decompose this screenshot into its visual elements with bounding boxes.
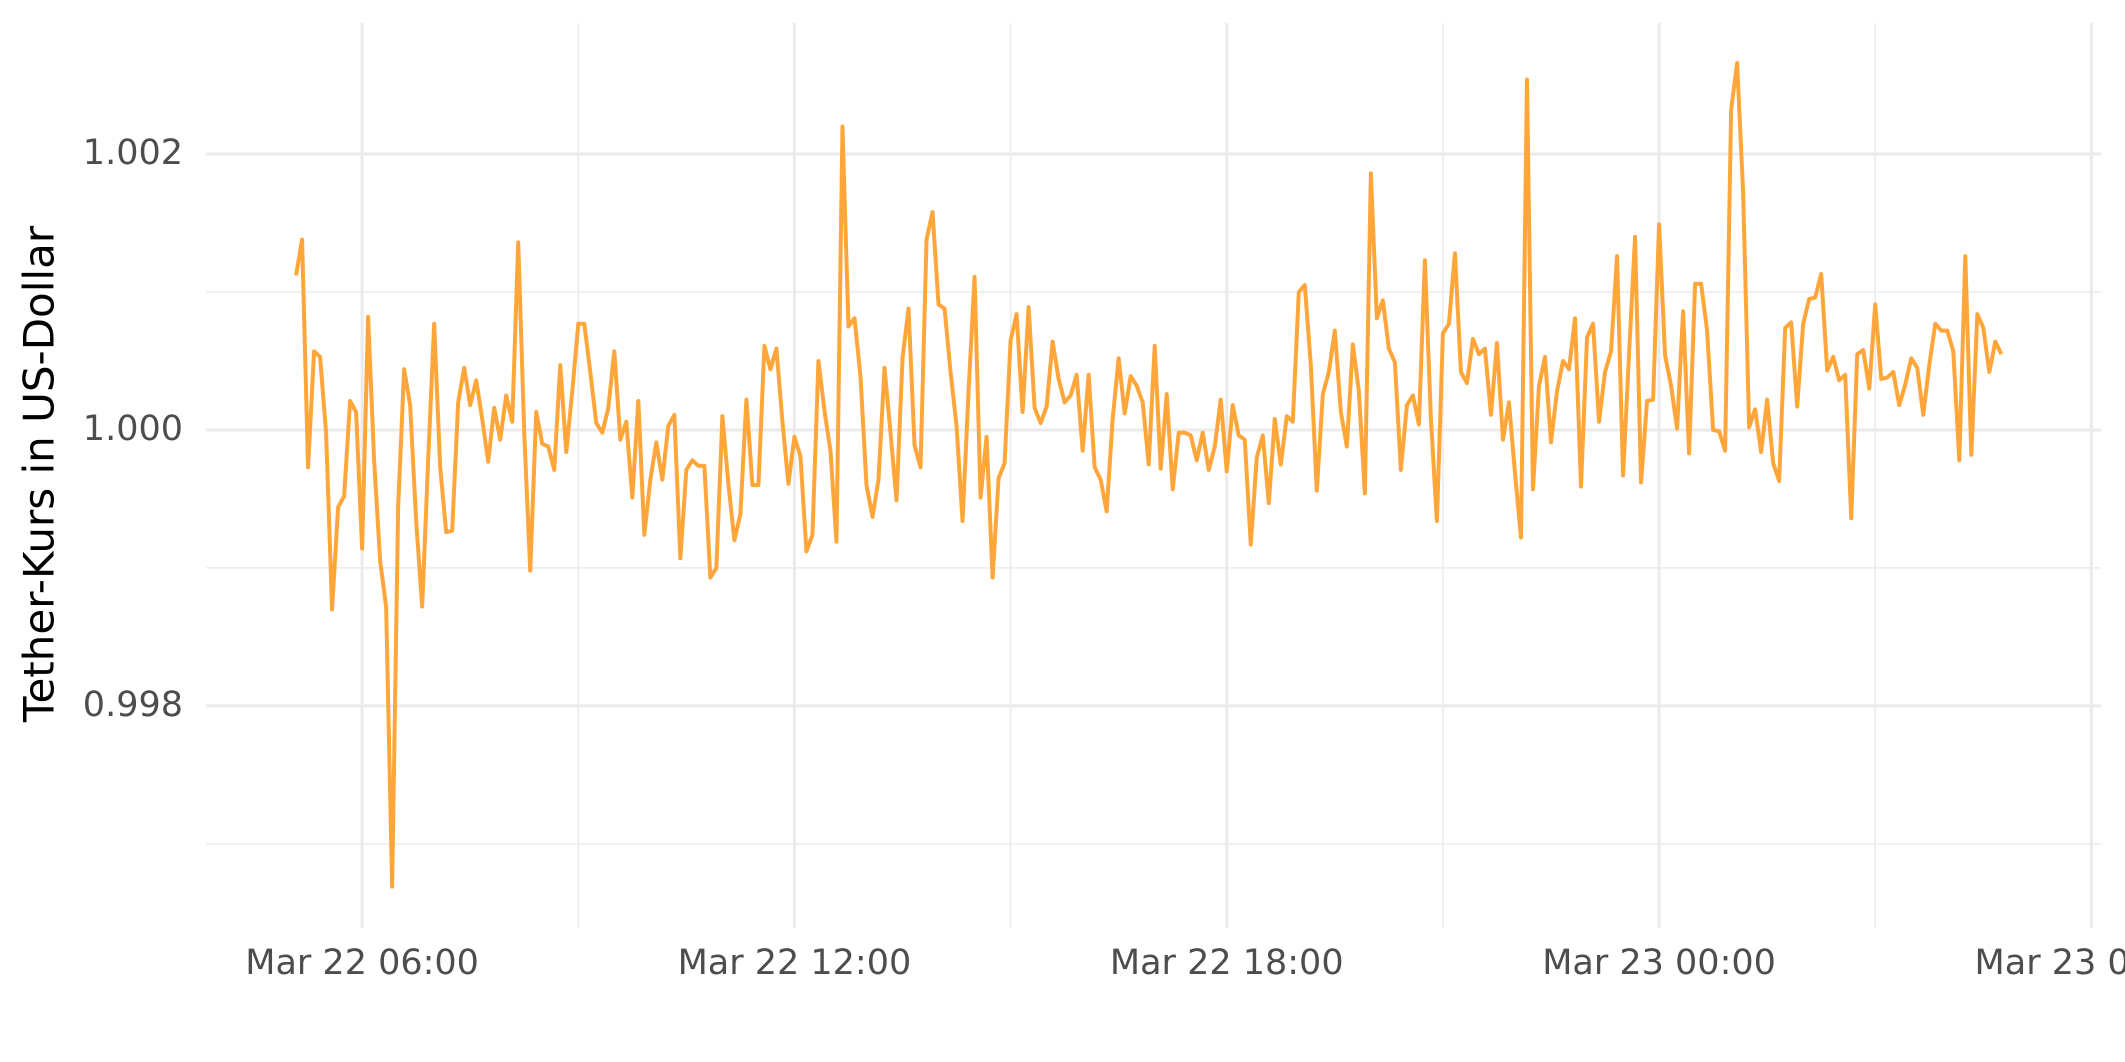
x-tick-label: Mar 22 12:00 xyxy=(678,943,912,983)
price-line xyxy=(294,61,2004,889)
y-axis-title: Tether-Kurs in US-Dollar xyxy=(15,225,64,723)
x-tick-label: Mar 23 00:00 xyxy=(1542,943,1776,983)
x-tick-label: Mar 22 06:00 xyxy=(245,943,479,983)
y-tick-label: 1.000 xyxy=(83,409,183,449)
y-tick-label: 1.002 xyxy=(83,133,183,173)
y-tick-label: 0.998 xyxy=(83,685,183,725)
x-tick-label: Mar 23 06:00 xyxy=(1975,943,2125,983)
x-tick-label: Mar 22 18:00 xyxy=(1110,943,1344,983)
